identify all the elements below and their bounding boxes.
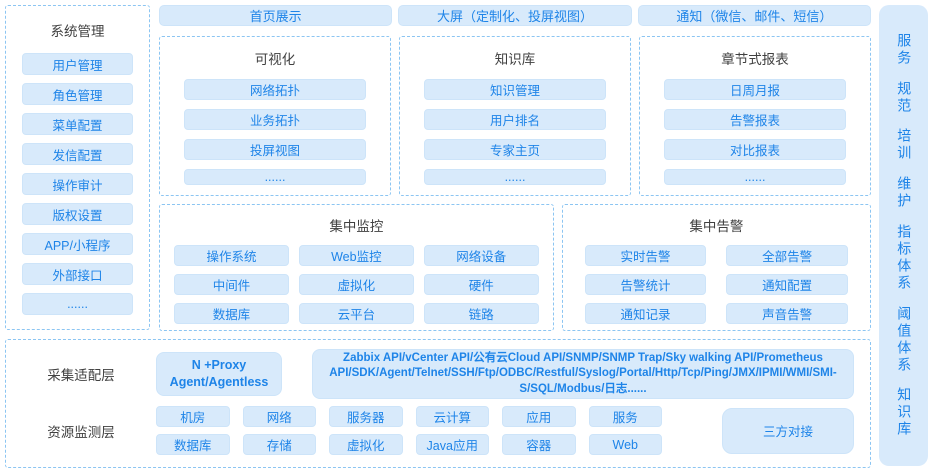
- proxy-line2: Agent/Agentless: [169, 375, 269, 389]
- right-sidebar: 服务 规范 培训 维护 指标体系 阈值体系 知识库: [879, 5, 928, 466]
- comparison-report-button[interactable]: 对比报表: [664, 139, 846, 160]
- mid-row: 集中监控 操作系统 Web监控 网络设备 中间件 虚拟化 硬件 数据库 云平台 …: [159, 204, 871, 331]
- alert-realtime-button[interactable]: 实时告警: [584, 245, 707, 266]
- daily-weekly-monthly-report-button[interactable]: 日周月报: [664, 79, 846, 100]
- resource-java-application-button[interactable]: Java应用: [415, 434, 489, 455]
- sidebar-item-knowledge-base: 知识库: [896, 387, 913, 439]
- resource-web-button[interactable]: Web: [588, 434, 662, 455]
- knowledge-base-title: 知识库: [494, 52, 536, 67]
- central-alerting-title: 集中告警: [689, 219, 744, 234]
- resource-database-button[interactable]: 数据库: [156, 434, 230, 455]
- copyright-settings-button[interactable]: 版权设置: [22, 203, 133, 225]
- sidebar-item-service: 服务: [896, 32, 913, 67]
- monitor-virtualization-button[interactable]: 虚拟化: [298, 274, 414, 295]
- user-ranking-button[interactable]: 用户排名: [424, 109, 606, 130]
- knowledge-base-panel: 知识库 知识管理 用户排名 专家主页 ......: [399, 36, 631, 196]
- resource-layer-row: 资源监测层 机房 网络 服务器 云计算 应用 服务 数据库 存储 虚拟化 Jav…: [6, 406, 854, 455]
- resource-layer-label: 资源监测层: [47, 424, 115, 440]
- resource-container-button[interactable]: 容器: [502, 434, 576, 455]
- expert-homepage-button[interactable]: 专家主页: [424, 139, 606, 160]
- central-monitoring-title: 集中监控: [329, 219, 384, 234]
- resource-server-room-button[interactable]: 机房: [156, 406, 230, 427]
- knowledge-management-button[interactable]: 知识管理: [424, 79, 606, 100]
- resource-application-button[interactable]: 应用: [502, 406, 576, 427]
- sidebar-item-standard: 规范: [896, 80, 913, 115]
- feature-panels-row: 可视化 网络拓扑 业务拓扑 投屏视图 ...... 知识库 知识管理 用户排名 …: [159, 36, 871, 196]
- system-management-more-button[interactable]: ......: [22, 293, 133, 315]
- monitor-network-device-button[interactable]: 网络设备: [423, 245, 539, 266]
- monitor-web-button[interactable]: Web监控: [298, 245, 414, 266]
- visualization-more-button[interactable]: ......: [184, 169, 366, 185]
- sidebar-item-training: 培训: [896, 128, 913, 163]
- resource-cloud-computing-button[interactable]: 云计算: [415, 406, 489, 427]
- resource-service-button[interactable]: 服务: [588, 406, 662, 427]
- alert-notify-config-button[interactable]: 通知配置: [726, 274, 848, 295]
- network-topology-button[interactable]: 网络拓扑: [184, 79, 366, 100]
- visualization-title: 可视化: [254, 52, 296, 67]
- system-management-panel: 系统管理 用户管理 角色管理 菜单配置 发信配置 操作审计 版权设置 APP/小…: [5, 5, 150, 330]
- alarm-report-button[interactable]: 告警报表: [664, 109, 846, 130]
- business-topology-button[interactable]: 业务拓扑: [184, 109, 366, 130]
- resource-network-button[interactable]: 网络: [242, 406, 316, 427]
- alert-statistics-button[interactable]: 告警统计: [584, 274, 707, 295]
- resource-virtualization-button[interactable]: 虚拟化: [329, 434, 403, 455]
- sidebar-item-maintenance: 维护: [896, 176, 913, 210]
- monitor-os-button[interactable]: 操作系统: [174, 245, 289, 266]
- app-miniprogram-button[interactable]: APP/小程序: [22, 233, 133, 255]
- alert-all-button[interactable]: 全部告警: [726, 245, 848, 266]
- sidebar-item-indicator-system: 指标体系: [896, 223, 913, 292]
- monitor-hardware-button[interactable]: 硬件: [423, 274, 539, 295]
- role-management-button[interactable]: 角色管理: [22, 83, 133, 105]
- third-party-integration-button[interactable]: 三方对接: [722, 407, 854, 454]
- mail-config-button[interactable]: 发信配置: [22, 143, 133, 165]
- resource-server-button[interactable]: 服务器: [329, 406, 403, 427]
- chapter-report-more-button[interactable]: ......: [664, 169, 846, 185]
- monitor-database-button[interactable]: 数据库: [174, 303, 289, 324]
- central-alerting-grid: 实时告警 全部告警 告警统计 通知配置 通知记录 声音告警: [584, 245, 848, 324]
- operation-audit-button[interactable]: 操作审计: [22, 173, 133, 195]
- collection-layer-label: 采集适配层: [47, 368, 115, 383]
- system-management-title: 系统管理: [50, 24, 105, 39]
- home-display-button[interactable]: 首页展示: [159, 5, 393, 26]
- monitor-link-button[interactable]: 链路: [423, 303, 539, 324]
- proxy-agent-button[interactable]: N +Proxy Agent/Agentless: [156, 352, 282, 396]
- collection-layer-row: 采集适配层 N +Proxy Agent/Agentless Zabbix AP…: [6, 349, 854, 399]
- sidebar-item-threshold-system: 阈值体系: [896, 305, 913, 374]
- chapter-report-panel: 章节式报表 日周月报 告警报表 对比报表 ......: [639, 36, 871, 196]
- projection-view-button[interactable]: 投屏视图: [184, 139, 366, 160]
- user-management-button[interactable]: 用户管理: [22, 53, 133, 75]
- monitor-cloud-platform-button[interactable]: 云平台: [298, 303, 414, 324]
- notification-button[interactable]: 通知（微信、邮件、短信）: [637, 5, 871, 26]
- protocols-button[interactable]: Zabbix API/vCenter API/公有云Cloud API/SNMP…: [312, 349, 854, 399]
- alert-sound-button[interactable]: 声音告警: [726, 303, 848, 324]
- monitor-middleware-button[interactable]: 中间件: [174, 274, 289, 295]
- resource-grid: 机房 网络 服务器 云计算 应用 服务 数据库 存储 虚拟化 Java应用 容器…: [156, 406, 662, 455]
- big-screen-button[interactable]: 大屏（定制化、投屏视图）: [398, 5, 632, 26]
- central-monitoring-grid: 操作系统 Web监控 网络设备 中间件 虚拟化 硬件 数据库 云平台 链路: [174, 245, 539, 324]
- central-alerting-panel: 集中告警 实时告警 全部告警 告警统计 通知配置 通知记录 声音告警: [561, 204, 871, 331]
- alert-notify-record-button[interactable]: 通知记录: [584, 303, 707, 324]
- knowledge-base-more-button[interactable]: ......: [424, 169, 606, 185]
- top-row: 首页展示 大屏（定制化、投屏视图） 通知（微信、邮件、短信）: [159, 5, 871, 26]
- visualization-panel: 可视化 网络拓扑 业务拓扑 投屏视图 ......: [159, 36, 391, 196]
- resource-storage-button[interactable]: 存储: [242, 434, 316, 455]
- proxy-line1: N +Proxy: [191, 358, 247, 373]
- bottom-layers-panel: 采集适配层 N +Proxy Agent/Agentless Zabbix AP…: [5, 339, 871, 468]
- chapter-report-title: 章节式报表: [721, 52, 789, 67]
- external-interface-button[interactable]: 外部接口: [22, 263, 133, 285]
- central-monitoring-panel: 集中监控 操作系统 Web监控 网络设备 中间件 虚拟化 硬件 数据库 云平台 …: [159, 204, 554, 331]
- menu-config-button[interactable]: 菜单配置: [22, 113, 133, 135]
